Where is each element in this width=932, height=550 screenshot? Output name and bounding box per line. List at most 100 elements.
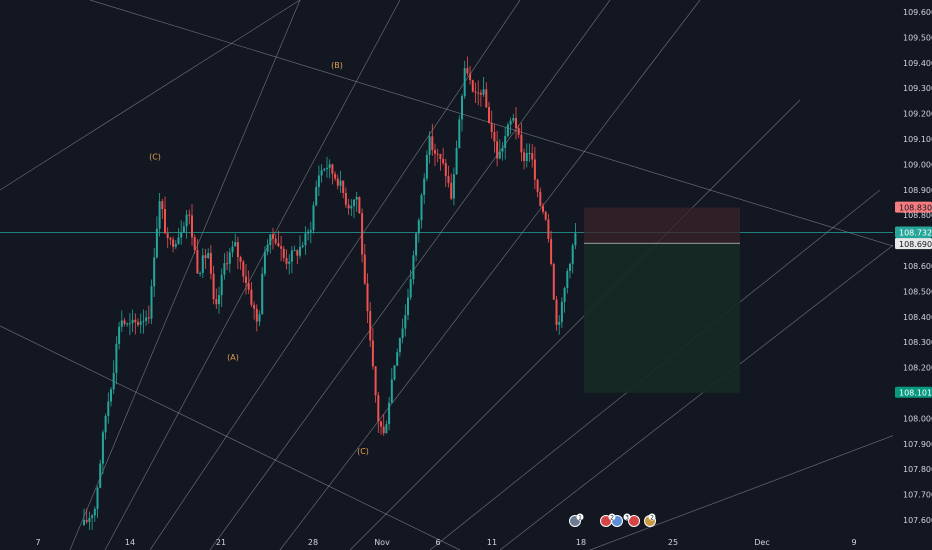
- candle[interactable]: [531, 144, 534, 168]
- candle[interactable]: [442, 147, 445, 166]
- candle[interactable]: [525, 143, 528, 168]
- candle[interactable]: [174, 240, 177, 250]
- candle[interactable]: [436, 148, 439, 163]
- candle[interactable]: [172, 236, 175, 253]
- candle[interactable]: [201, 248, 204, 278]
- candle[interactable]: [155, 216, 158, 259]
- candle[interactable]: [385, 420, 388, 434]
- candle[interactable]: [323, 168, 326, 172]
- candle[interactable]: [447, 165, 450, 188]
- candle[interactable]: [512, 113, 515, 124]
- candle[interactable]: [574, 222, 577, 250]
- candle[interactable]: [560, 297, 563, 328]
- trend-line[interactable]: [104, 0, 401, 550]
- candle[interactable]: [328, 159, 331, 179]
- candle[interactable]: [169, 236, 172, 246]
- trend-line[interactable]: [589, 432, 901, 550]
- candle[interactable]: [520, 122, 523, 162]
- candle[interactable]: [118, 321, 121, 350]
- candle[interactable]: [166, 227, 169, 248]
- candle[interactable]: [242, 259, 245, 283]
- candle[interactable]: [382, 414, 385, 436]
- candle[interactable]: [191, 204, 193, 246]
- candle[interactable]: [425, 150, 428, 182]
- candle[interactable]: [390, 368, 393, 404]
- candle[interactable]: [320, 164, 323, 183]
- candle[interactable]: [263, 246, 266, 277]
- candle[interactable]: [477, 80, 480, 106]
- candle[interactable]: [274, 234, 277, 246]
- candle[interactable]: [150, 279, 153, 324]
- candle[interactable]: [509, 117, 512, 135]
- candle[interactable]: [228, 247, 231, 273]
- candle[interactable]: [255, 304, 258, 332]
- candle[interactable]: [485, 82, 488, 108]
- candle[interactable]: [493, 123, 496, 153]
- candle[interactable]: [177, 228, 180, 246]
- candle[interactable]: [312, 201, 315, 234]
- candle[interactable]: [269, 234, 272, 254]
- candle[interactable]: [204, 249, 207, 269]
- candle[interactable]: [371, 328, 374, 370]
- trend-line[interactable]: [69, 0, 301, 550]
- candle[interactable]: [542, 203, 544, 215]
- candle[interactable]: [466, 56, 469, 76]
- event-flag-icon[interactable]: [628, 515, 640, 527]
- candle[interactable]: [226, 251, 229, 271]
- candle[interactable]: [220, 268, 223, 308]
- candle[interactable]: [366, 273, 369, 324]
- price-axis[interactable]: 107.600 107.700 107.800 107.900 108.000 108.1…: [893, 0, 932, 550]
- candle[interactable]: [482, 77, 485, 97]
- candle[interactable]: [142, 309, 145, 334]
- candle[interactable]: [277, 230, 280, 248]
- trend-line[interactable]: [0, 325, 461, 550]
- candle[interactable]: [420, 193, 423, 229]
- candle[interactable]: [331, 163, 334, 185]
- candle[interactable]: [407, 288, 409, 321]
- candle[interactable]: [401, 318, 404, 344]
- candle[interactable]: [463, 60, 466, 99]
- candle[interactable]: [342, 180, 345, 199]
- candle[interactable]: [423, 173, 426, 204]
- candle[interactable]: [299, 235, 301, 259]
- event-icons[interactable]: 1 2 3 2: [569, 513, 656, 527]
- candle[interactable]: [496, 130, 499, 167]
- candle[interactable]: [450, 173, 453, 201]
- candle[interactable]: [498, 139, 501, 160]
- candle[interactable]: [569, 262, 571, 279]
- candle[interactable]: [161, 198, 164, 219]
- candle[interactable]: [544, 210, 547, 221]
- candle[interactable]: [261, 267, 264, 315]
- candle[interactable]: [452, 167, 455, 206]
- candle[interactable]: [434, 143, 436, 166]
- candle[interactable]: [153, 247, 156, 298]
- candle[interactable]: [523, 148, 526, 170]
- candle[interactable]: [504, 126, 507, 160]
- candle[interactable]: [115, 336, 118, 385]
- candle[interactable]: [145, 310, 148, 326]
- candle[interactable]: [134, 313, 137, 335]
- candle[interactable]: [272, 227, 274, 250]
- candle[interactable]: [180, 220, 183, 245]
- candle[interactable]: [539, 187, 542, 207]
- event-count-badge[interactable]: 2: [648, 513, 656, 522]
- candle[interactable]: [517, 124, 520, 139]
- candle[interactable]: [131, 309, 134, 333]
- candle[interactable]: [455, 140, 458, 175]
- candle[interactable]: [388, 396, 391, 431]
- candle[interactable]: [369, 302, 372, 348]
- candle[interactable]: [488, 101, 490, 124]
- candle[interactable]: [439, 153, 442, 171]
- candle[interactable]: [85, 508, 88, 524]
- candle[interactable]: [566, 268, 569, 294]
- candle[interactable]: [315, 180, 318, 207]
- candle[interactable]: [253, 301, 256, 320]
- candle[interactable]: [344, 187, 347, 208]
- candle[interactable]: [123, 317, 126, 327]
- candle[interactable]: [93, 506, 96, 522]
- candle[interactable]: [293, 245, 296, 252]
- candle[interactable]: [471, 79, 474, 93]
- candle[interactable]: [393, 365, 396, 381]
- event-count-badge[interactable]: 3: [623, 513, 631, 522]
- candle[interactable]: [533, 146, 536, 190]
